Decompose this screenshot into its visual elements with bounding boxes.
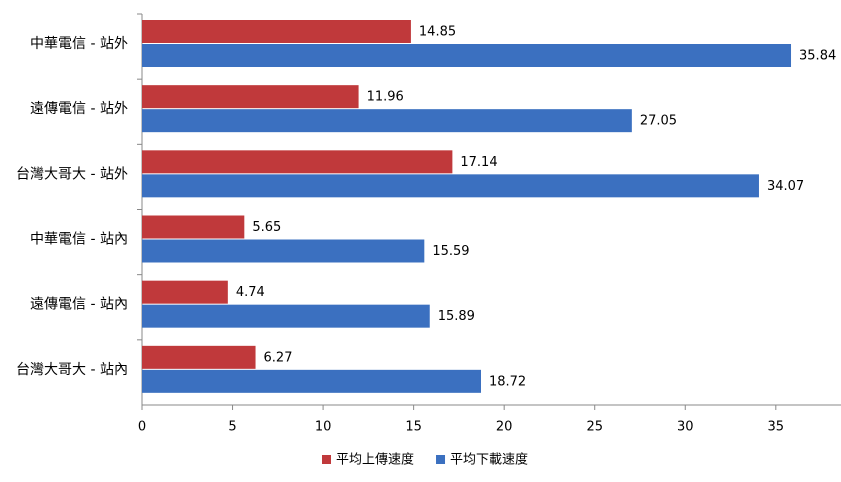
data-label: 18.72 xyxy=(489,374,526,389)
data-label: 15.59 xyxy=(432,244,469,259)
legend-label: 平均上傳速度 xyxy=(336,452,414,468)
bar xyxy=(142,150,453,174)
x-tick-label: 5 xyxy=(228,420,236,435)
legend-swatch xyxy=(322,455,331,464)
data-label: 34.07 xyxy=(767,179,804,194)
category-label: 遠傳電信 - 站內 xyxy=(30,297,128,313)
data-label: 11.96 xyxy=(367,90,404,105)
bar xyxy=(142,345,256,369)
bar xyxy=(142,85,359,109)
data-label: 5.65 xyxy=(252,220,281,235)
category-label: 中華電信 - 站外 xyxy=(30,36,128,52)
bar xyxy=(142,239,425,263)
data-label: 27.05 xyxy=(640,114,677,129)
x-tick-label: 10 xyxy=(315,420,332,435)
x-tick-label: 35 xyxy=(768,420,785,435)
x-tick-label: 20 xyxy=(496,420,513,435)
bar xyxy=(142,20,411,43)
bar xyxy=(142,44,792,67)
data-label: 6.27 xyxy=(264,350,293,365)
bar xyxy=(142,369,481,393)
category-label: 中華電信 - 站內 xyxy=(30,232,128,248)
x-tick-label: 15 xyxy=(405,420,422,435)
bar xyxy=(142,174,759,198)
data-label: 35.84 xyxy=(799,49,836,64)
legend-swatch xyxy=(436,455,446,464)
category-label: 台灣大哥大 - 站內 xyxy=(16,362,128,378)
bar xyxy=(142,304,430,328)
data-label: 17.14 xyxy=(460,155,497,170)
bar xyxy=(142,109,632,133)
data-label: 14.85 xyxy=(419,25,456,40)
category-label: 遠傳電信 - 站外 xyxy=(30,101,128,117)
x-tick-label: 25 xyxy=(586,420,603,435)
bar xyxy=(142,280,228,304)
x-tick-label: 0 xyxy=(138,420,146,435)
category-label: 台灣大哥大 - 站外 xyxy=(16,166,128,182)
bar xyxy=(142,215,245,239)
legend-label: 平均下載速度 xyxy=(450,452,528,468)
data-label: 4.74 xyxy=(236,285,265,300)
data-label: 15.89 xyxy=(438,309,475,324)
x-tick-label: 30 xyxy=(677,420,694,435)
